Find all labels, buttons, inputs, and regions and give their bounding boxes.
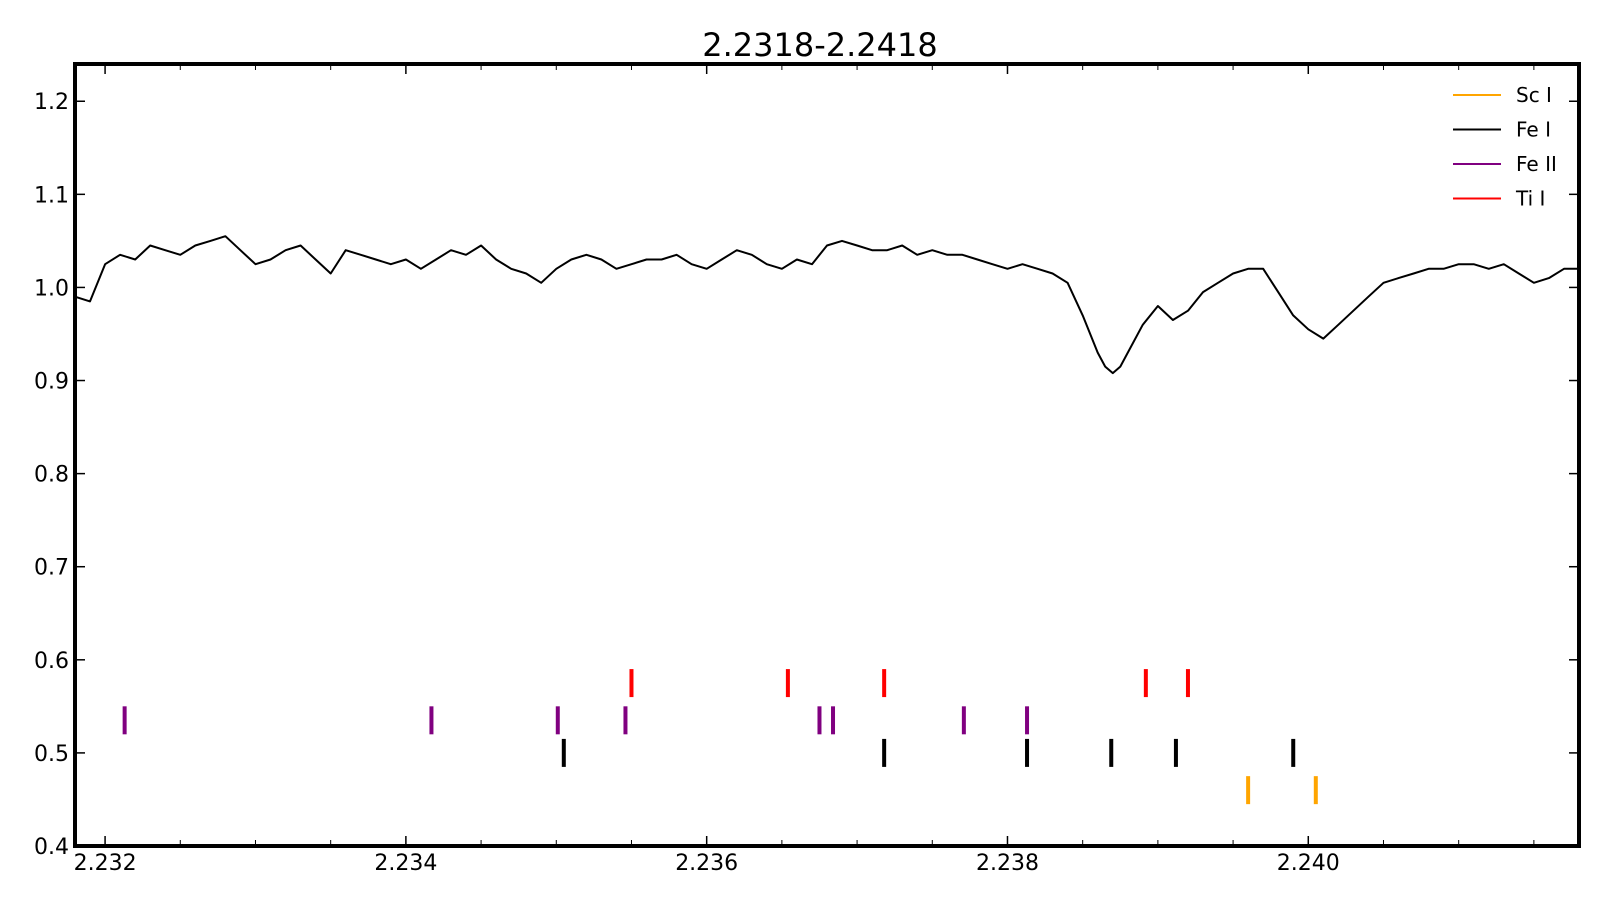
y-tick-label: 0.9 — [34, 370, 69, 395]
y-tick-label: 0.7 — [34, 556, 69, 581]
x-tick-label: 2.234 — [374, 851, 437, 876]
legend-label: Fe II — [1516, 152, 1557, 176]
y-tick-label: 1.0 — [34, 276, 69, 301]
legend-label: Sc I — [1516, 83, 1552, 107]
legend: Sc I Fe I Fe II Ti I — [1453, 83, 1557, 211]
legend-label: Fe I — [1516, 118, 1551, 142]
y-tick-label: 0.6 — [34, 649, 69, 674]
plot-frame — [73, 62, 1581, 848]
axis-ticks: 2.232 2.234 2.236 2.238 2.240 0.4 0.5 0.6 0.7 0.8… — [34, 64, 1579, 876]
y-tick-label: 1.2 — [34, 90, 69, 115]
spectrum-line — [74, 235, 1579, 375]
x-tick-label: 2.236 — [675, 851, 738, 876]
y-tick-label: 0.8 — [34, 463, 69, 488]
y-tick-label: 0.5 — [34, 742, 69, 767]
y-tick-label: 0.4 — [34, 835, 69, 860]
x-tick-label: 2.238 — [976, 851, 1039, 876]
x-tick-label: 2.232 — [74, 851, 137, 876]
x-tick-label: 2.240 — [1277, 851, 1340, 876]
plot-area — [74, 235, 1579, 805]
y-tick-label: 1.1 — [34, 183, 69, 208]
legend-label: Ti I — [1515, 187, 1545, 211]
chart-title: 2.2318-2.2418 — [702, 26, 937, 64]
